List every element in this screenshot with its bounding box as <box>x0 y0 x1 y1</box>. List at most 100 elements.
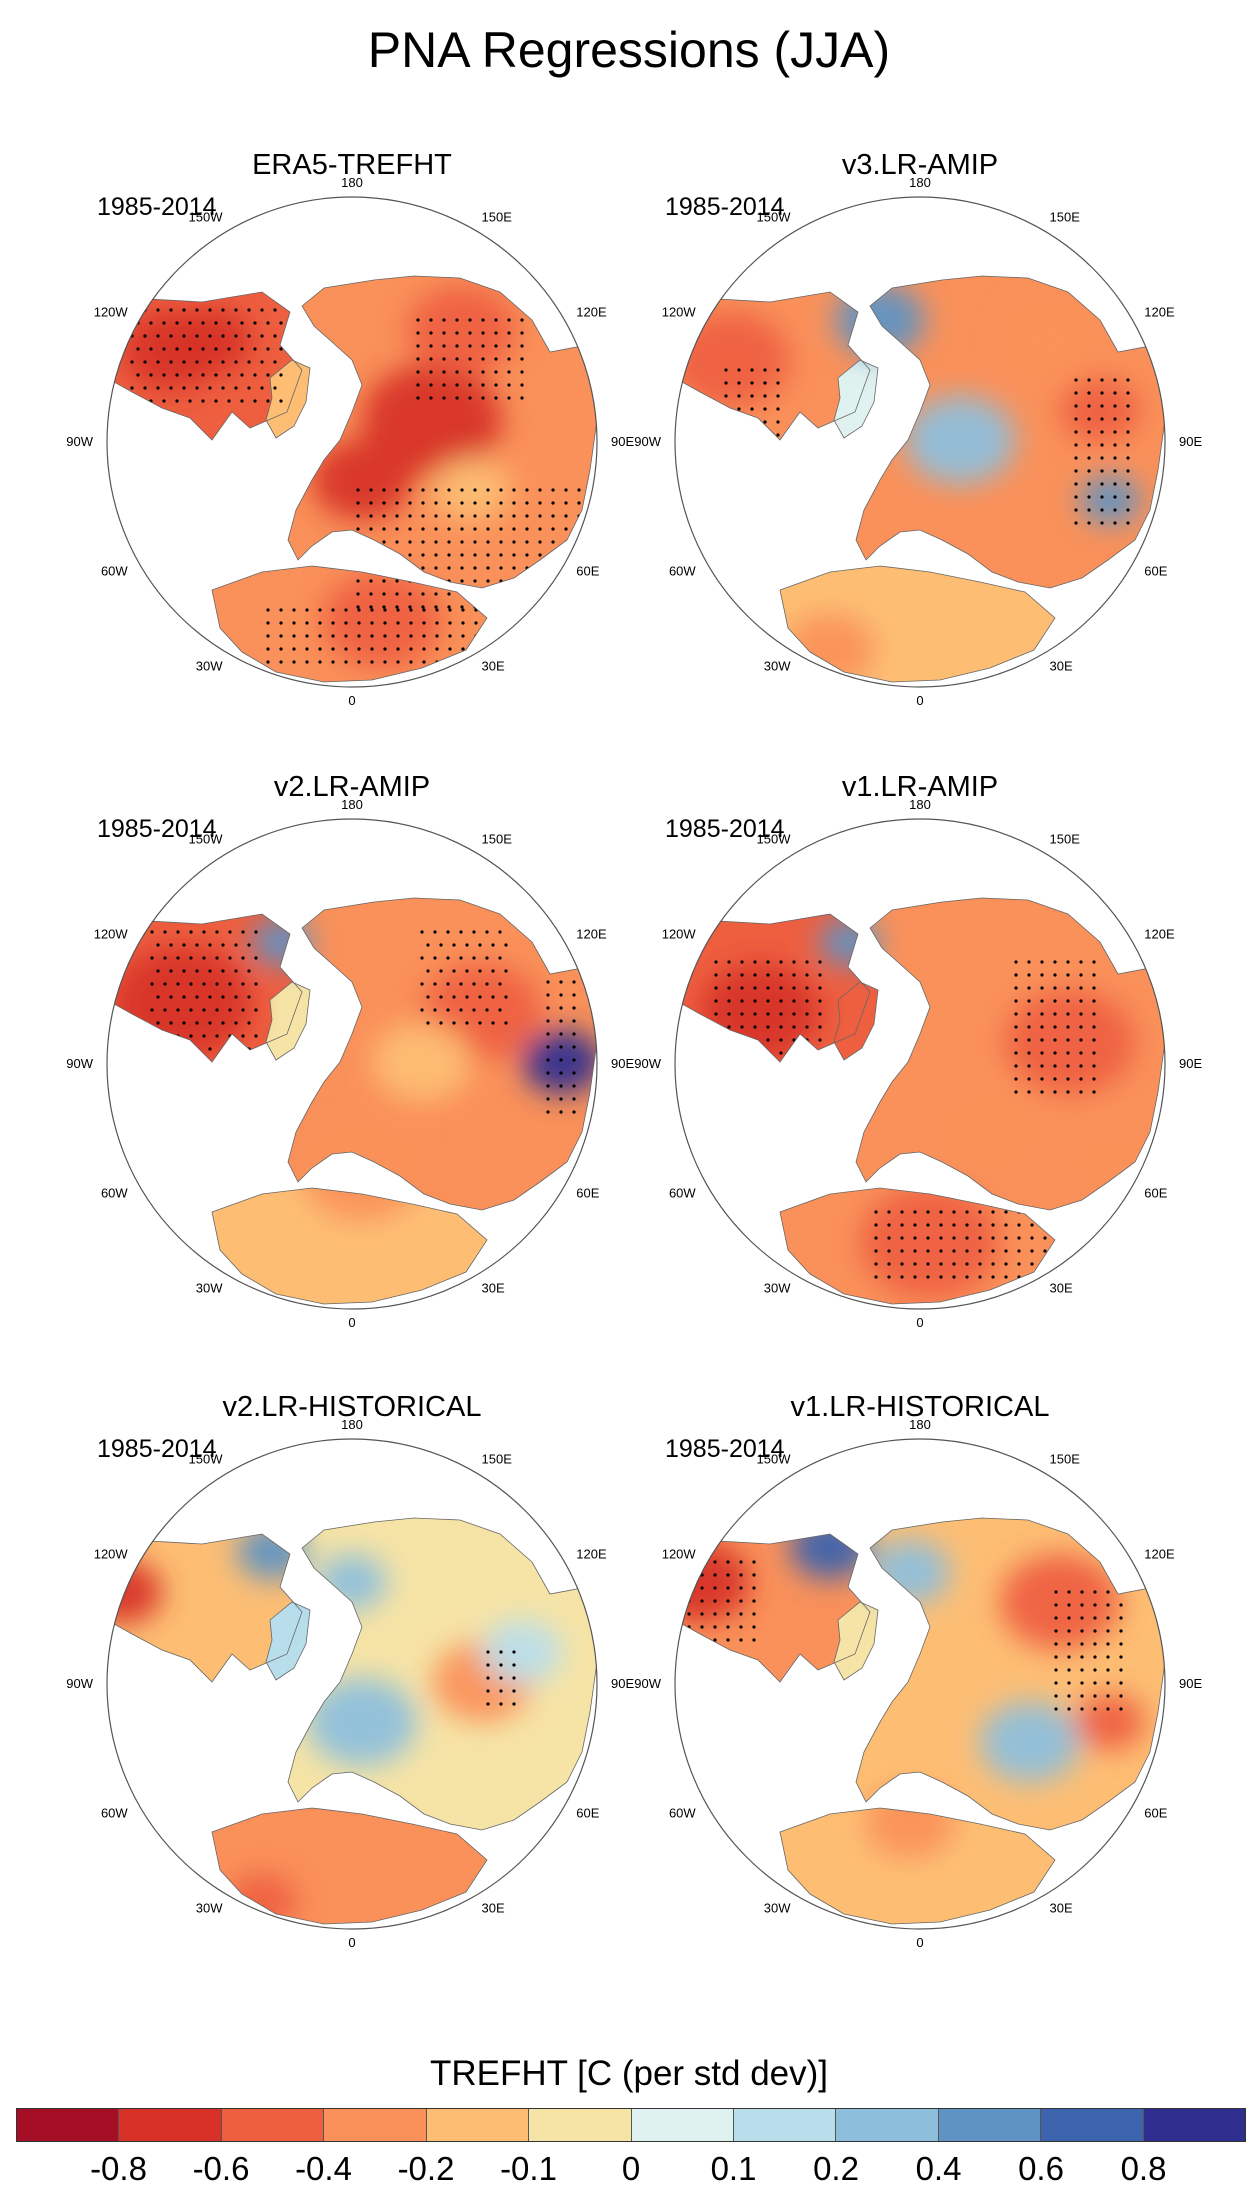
significance-dot <box>136 347 140 351</box>
significance-dot <box>538 566 542 570</box>
significance-dot <box>221 386 225 390</box>
significance-dot <box>442 370 446 374</box>
anomaly-patch <box>362 364 502 476</box>
significance-dot <box>163 1034 167 1038</box>
significance-dot <box>739 1560 743 1564</box>
anomaly-patch <box>432 458 512 522</box>
significance-dot <box>926 1223 930 1227</box>
significance-dot <box>577 488 581 492</box>
significance-dot <box>448 660 452 664</box>
significance-dot <box>1014 960 1018 964</box>
map-field <box>107 275 597 683</box>
significance-dot <box>1092 1064 1096 1068</box>
longitude-label: 150E <box>482 210 513 225</box>
significance-dot <box>538 592 542 596</box>
significance-dot <box>460 566 464 570</box>
significance-dot <box>221 969 225 973</box>
anomaly-patch <box>307 1678 417 1766</box>
significance-dot <box>512 579 516 583</box>
longitude-label: 60W <box>101 564 128 579</box>
significance-dot <box>965 1249 969 1253</box>
significance-dot <box>1093 1642 1097 1646</box>
significance-dot <box>421 592 425 596</box>
anomaly-patch <box>865 1786 955 1858</box>
significance-dot <box>551 514 555 518</box>
significance-dot <box>1066 1077 1070 1081</box>
significance-dot <box>727 1064 731 1068</box>
significance-dot <box>913 1249 917 1253</box>
significance-dot <box>486 488 490 492</box>
significance-dot <box>356 540 360 544</box>
significance-dot <box>763 420 767 424</box>
significance-dot <box>447 605 451 609</box>
significance-dot <box>512 1663 516 1667</box>
significance-dot <box>1087 469 1091 473</box>
significance-dot <box>215 982 219 986</box>
significance-dot <box>1014 973 1018 977</box>
anomaly-patch <box>482 1620 562 1684</box>
anomaly-patch <box>700 964 820 1060</box>
significance-dot <box>1080 1655 1084 1659</box>
significance-dot <box>1040 1077 1044 1081</box>
significance-dot <box>422 608 426 612</box>
significance-dot <box>356 514 360 518</box>
significance-dot <box>1087 482 1091 486</box>
anomaly-patch <box>302 1124 422 1220</box>
significance-dot <box>472 1008 476 1012</box>
significance-dot <box>675 1625 678 1629</box>
colorbar-swatch <box>426 2109 530 2141</box>
significance-dot <box>1043 1249 1047 1253</box>
significance-dot <box>740 986 744 990</box>
significance-dot <box>318 621 322 625</box>
colorbar-labels: -0.8 -0.6 -0.4 -0.2 -0.1 0 0.1 0.2 0.4 0.6 0.8 <box>16 2148 1246 2192</box>
significance-dot <box>926 1236 930 1240</box>
significance-dot <box>468 344 472 348</box>
significance-dot <box>395 488 399 492</box>
longitude-label: 0 <box>916 1315 923 1330</box>
significance-dot <box>429 357 433 361</box>
significance-dot <box>253 373 257 377</box>
significance-dot <box>1100 443 1104 447</box>
significance-dot <box>779 1064 783 1068</box>
significance-dot <box>409 647 413 651</box>
significance-dot <box>504 943 508 947</box>
significance-dot <box>221 995 225 999</box>
significance-dot <box>750 394 754 398</box>
significance-dot <box>486 1689 490 1693</box>
colorbar-title: TREFHT [C (per std dev)] <box>429 2054 829 2093</box>
significance-dot <box>474 647 478 651</box>
significance-dot <box>737 433 741 437</box>
significance-dot <box>1113 378 1117 382</box>
significance-dot <box>874 1210 878 1214</box>
significance-dot <box>1066 1025 1070 1029</box>
significance-dot <box>564 527 568 531</box>
significance-dot <box>1017 1249 1021 1253</box>
significance-dot <box>714 1012 718 1016</box>
significance-dot <box>1066 1051 1070 1055</box>
panel-title: v2.LR-HISTORICAL <box>222 1391 482 1423</box>
significance-dot <box>1092 960 1096 964</box>
significance-dot <box>700 1560 704 1564</box>
significance-dot <box>370 660 374 664</box>
significance-dot <box>740 1051 744 1055</box>
significance-dot <box>1092 1025 1096 1029</box>
longitude-label: 0 <box>916 1935 923 1950</box>
significance-dot <box>1040 973 1044 977</box>
significance-dot <box>447 540 451 544</box>
significance-dot <box>887 1223 891 1227</box>
significance-dot <box>750 420 754 424</box>
significance-dot <box>408 527 412 531</box>
significance-dot <box>163 1008 167 1012</box>
significance-dot <box>512 592 516 596</box>
significance-dot <box>279 347 283 351</box>
significance-dot <box>763 381 767 385</box>
significance-dot <box>382 514 386 518</box>
significance-dot <box>559 1032 563 1036</box>
significance-dot <box>182 1021 186 1025</box>
longitude-label: 90E <box>1179 1056 1202 1071</box>
significance-dot <box>714 1038 718 1042</box>
significance-dot <box>714 960 718 964</box>
significance-dot <box>474 660 478 664</box>
significance-dot <box>434 592 438 596</box>
significance-dot <box>525 527 529 531</box>
